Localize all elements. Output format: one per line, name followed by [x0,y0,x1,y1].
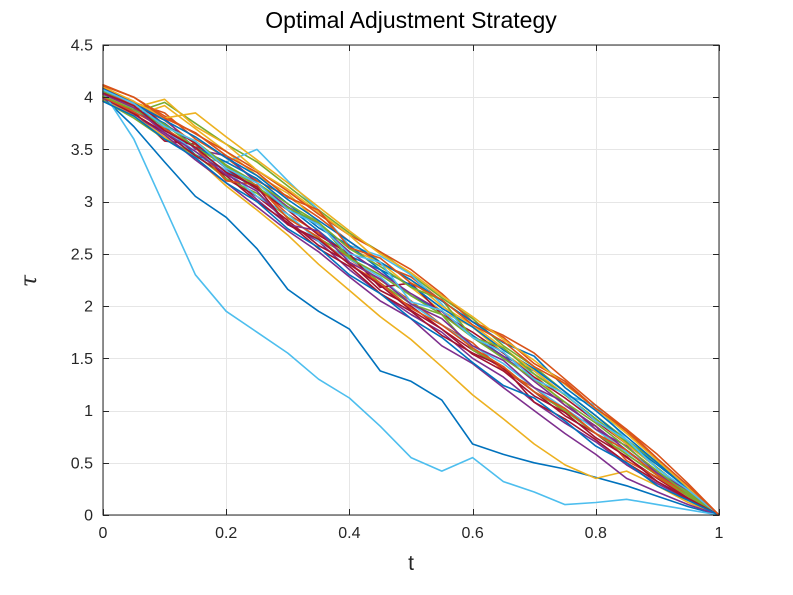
series-line [102,89,720,516]
x-axis-label: t [408,552,414,575]
y-tick-label: 0.5 [71,455,93,472]
y-tick-label: 2 [84,299,93,316]
series-line [102,96,720,516]
y-tick-label: 4 [84,90,93,107]
series-line [102,84,720,516]
y-tick-label: 1 [84,403,93,420]
y-tick-label: 1.5 [71,351,93,368]
series-line [102,86,720,516]
y-tick-label: 3 [84,194,93,211]
y-tick-label: 2.5 [71,246,93,263]
series-line [102,95,720,516]
x-tick-label: 0.4 [338,525,360,542]
x-tick-label: 0.8 [585,525,607,542]
series-line [102,96,720,516]
series-line [102,88,720,516]
y-tick-label: 0 [84,508,93,525]
series-line [102,91,720,516]
series-line [102,92,720,516]
x-tick-label: 0.6 [461,525,483,542]
series-line [102,88,720,516]
y-tick-label: 3.5 [71,142,93,159]
x-tick-label: 0.2 [215,525,237,542]
chart-title: Optimal Adjustment Strategy [265,7,557,33]
x-tick-label: 0 [99,525,108,542]
x-tick-label: 1 [715,525,724,542]
series-line [102,100,720,516]
series-line [102,93,720,516]
axes-box [102,44,720,516]
y-tick-label: 4.5 [71,38,93,55]
y-axis-label: τ [17,274,42,288]
